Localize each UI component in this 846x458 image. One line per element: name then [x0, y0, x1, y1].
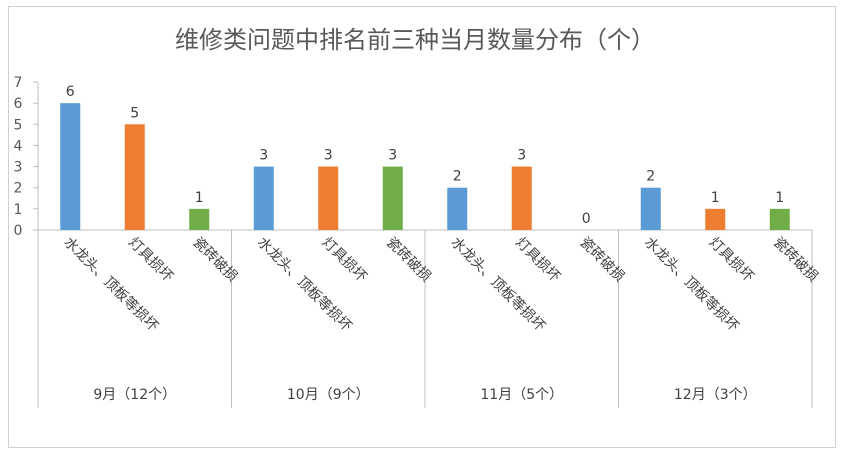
- bar: [382, 166, 403, 230]
- bar: [60, 103, 81, 230]
- bar: [447, 187, 468, 230]
- chart-title: 维修类问题中排名前三种当月数量分布（个）: [175, 26, 655, 54]
- bar: [318, 166, 339, 230]
- data-label: 6: [66, 84, 75, 100]
- data-label: 1: [775, 190, 784, 206]
- category-label: 瓷砖破损: [190, 234, 241, 285]
- axes: 0 1 2 3 4 5 6 7: [14, 75, 813, 408]
- category-label: 灯具损坏: [512, 234, 563, 285]
- category-label: 灯具损坏: [706, 234, 757, 285]
- category-label: 灯具损坏: [319, 234, 370, 285]
- data-label: 0: [582, 211, 591, 227]
- bar: [253, 166, 274, 230]
- bar: [769, 208, 790, 230]
- group-label: 9月（12个）: [93, 387, 176, 403]
- y-tick-label: 1: [14, 202, 23, 218]
- data-label: 3: [388, 148, 397, 164]
- bar: [640, 187, 661, 230]
- category-label: 瓷砖破损: [383, 234, 434, 285]
- y-tick-label: 4: [14, 138, 23, 154]
- bar: [511, 166, 532, 230]
- bar: [189, 208, 210, 230]
- data-label: 3: [259, 148, 268, 164]
- group-label: 11月（5个）: [480, 387, 563, 403]
- bar: [124, 124, 145, 230]
- bars: [60, 103, 790, 230]
- y-tick-label: 2: [14, 181, 23, 197]
- group-label: 12月（3个）: [674, 387, 757, 403]
- data-label: 3: [517, 148, 526, 164]
- data-label: 1: [711, 190, 720, 206]
- data-label: 3: [324, 148, 333, 164]
- data-label: 2: [453, 169, 462, 185]
- y-tick-label: 7: [14, 75, 23, 91]
- category-label: 瓷砖破损: [577, 234, 628, 285]
- data-label: 1: [195, 190, 204, 206]
- data-label: 2: [646, 169, 655, 185]
- y-tick-label: 0: [14, 223, 23, 239]
- group-label: 10月（9个）: [287, 387, 370, 403]
- y-tick-label: 5: [14, 117, 23, 133]
- y-tick-label: 6: [14, 96, 23, 112]
- category-label: 瓷砖破损: [770, 234, 821, 285]
- y-tick-label: 3: [14, 160, 23, 176]
- chart-frame: [8, 6, 836, 448]
- data-label: 5: [130, 105, 139, 121]
- labels: 6水龙头、顶板等损坏5灯具损坏1瓷砖破损9月（12个）3水龙头、顶板等损坏3灯具…: [61, 84, 821, 403]
- category-label: 灯具损坏: [125, 234, 176, 285]
- bar: [705, 208, 726, 230]
